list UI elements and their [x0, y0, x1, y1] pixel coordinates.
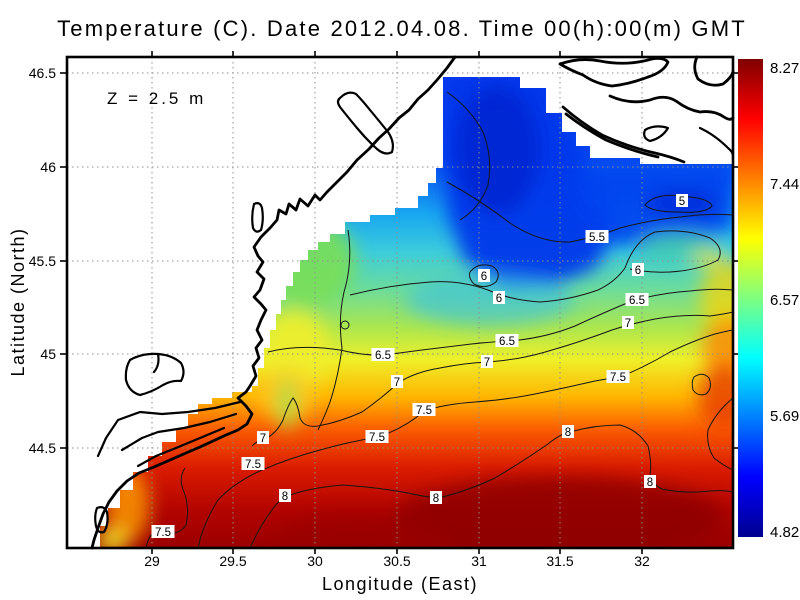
contour-label: 7	[391, 375, 403, 389]
x-axis-label: Longitude (East)	[322, 574, 478, 594]
colorbar-tick-label: 7.44	[770, 176, 799, 193]
danube-branch-2	[120, 412, 238, 452]
svg-text:8: 8	[647, 477, 653, 489]
contour-label: 5.5	[585, 230, 609, 244]
x-tick-label: 31.5	[546, 553, 573, 569]
small-lake	[251, 202, 264, 233]
svg-text:7: 7	[394, 377, 400, 389]
svg-text:6: 6	[481, 271, 487, 283]
contour-8-right	[707, 397, 733, 471]
depth-annotation: Z = 2.5 m	[107, 89, 206, 108]
contour-5-plume	[446, 91, 491, 221]
x-axis-ticks	[151, 51, 643, 554]
contour-6-dot	[340, 320, 350, 330]
y-tick-label: 45	[40, 346, 56, 362]
svg-text:7: 7	[625, 318, 631, 330]
coastline	[90, 55, 735, 550]
contour-label: 6.5	[495, 334, 519, 348]
svg-text:7.5: 7.5	[416, 405, 432, 417]
x-tick-label: 32	[634, 553, 650, 569]
x-tick-label: 30.5	[383, 553, 410, 569]
x-tick-labels: 29 29.5 30 30.5 31 31.5 32	[144, 553, 650, 569]
svg-text:7: 7	[484, 357, 490, 369]
contour-label: 7	[481, 355, 493, 369]
svg-text:7.5: 7.5	[245, 459, 261, 471]
y-axis-label: Latitude (North)	[8, 227, 28, 376]
colorbar-tick-label: 4.82	[770, 524, 799, 541]
x-tick-label: 29.5	[219, 553, 246, 569]
svg-text:6.5: 6.5	[629, 295, 645, 307]
contour-label: 8	[279, 489, 291, 503]
contour-8-loop	[691, 373, 711, 396]
contour-label: 6	[632, 263, 644, 277]
y-tick-label: 46	[40, 159, 56, 175]
plot-title: Temperature (C). Date 2012.04.08. Time 0…	[57, 16, 747, 41]
svg-text:7.5: 7.5	[155, 527, 171, 539]
tendra-spit-1	[561, 105, 686, 164]
contour-label: 5	[676, 194, 688, 208]
x-tick-label: 29	[144, 553, 160, 569]
svg-text:7.5: 7.5	[610, 372, 626, 384]
ne-coast-shore	[608, 94, 735, 121]
contour-label: 7.5	[606, 370, 630, 384]
x-tick-label: 31	[471, 553, 487, 569]
contour-label: 7.5	[412, 403, 436, 417]
y-tick-label: 45.5	[29, 253, 56, 269]
lagoon-inner	[152, 352, 160, 374]
colorbar-tick-label: 5.69	[770, 408, 799, 425]
contour-label: 7.5	[151, 525, 175, 539]
ne-shore-east	[698, 126, 735, 158]
danube-branch-3	[136, 426, 226, 468]
razelm-lagoon	[124, 352, 185, 397]
svg-text:6: 6	[496, 293, 502, 305]
svg-text:6.5: 6.5	[375, 350, 391, 362]
ne-islet	[643, 125, 670, 143]
colorbar-tick-label: 8.27	[770, 60, 799, 77]
svg-text:5.5: 5.5	[589, 232, 605, 244]
tendra-spit-2	[564, 112, 660, 159]
contour-label: 8	[562, 425, 574, 439]
contour-label: 7	[622, 316, 634, 330]
svg-text:7: 7	[260, 433, 266, 445]
contour-8-main	[249, 424, 733, 548]
danube-branch-1	[96, 400, 242, 458]
contour-6-loop	[469, 264, 499, 288]
small-island-sw	[94, 506, 109, 534]
ne-coast-bay	[693, 55, 735, 87]
svg-text:8: 8	[433, 493, 439, 505]
contour-label: 7	[257, 431, 269, 445]
colorbar-tick-label: 6.57	[770, 292, 799, 309]
west-coast	[90, 55, 457, 550]
svg-text:8: 8	[282, 491, 288, 503]
dniester-liman	[336, 91, 394, 155]
contour-6-coastal	[317, 229, 351, 431]
contour-label: 6.5	[371, 348, 395, 362]
colorbar: 8.27 7.44 6.57 5.69 4.82	[738, 59, 799, 541]
x-tick-label: 30	[307, 553, 323, 569]
axes-box	[60, 51, 740, 554]
svg-text:6.5: 6.5	[499, 336, 515, 348]
svg-text:6: 6	[635, 265, 641, 277]
contour-6-main	[349, 230, 721, 303]
contour-label: 8	[430, 491, 442, 505]
contour-label: 7.5	[241, 457, 265, 471]
y-tick-label: 44.5	[29, 440, 56, 456]
svg-text:8: 8	[565, 427, 571, 439]
contour-label: 6	[478, 269, 490, 283]
contour-label: 6	[493, 291, 505, 305]
colorbar-gradient	[738, 59, 763, 537]
contour-labels: 5 5.5 6 6 6 6.5 6.5 6.5 7 7 7 7 7.5 7.5 …	[151, 194, 688, 539]
contour-label: 7.5	[365, 430, 389, 444]
contour-label: 6.5	[625, 293, 649, 307]
y-tick-label: 46.5	[29, 65, 56, 81]
ne-coast-inlets	[558, 57, 670, 88]
contour-5-closed	[644, 194, 713, 213]
svg-text:7.5: 7.5	[369, 432, 385, 444]
svg-text:5: 5	[679, 196, 685, 208]
y-tick-labels: 46.5 46 45.5 45 44.5	[29, 65, 56, 456]
contour-label: 8	[644, 475, 656, 489]
